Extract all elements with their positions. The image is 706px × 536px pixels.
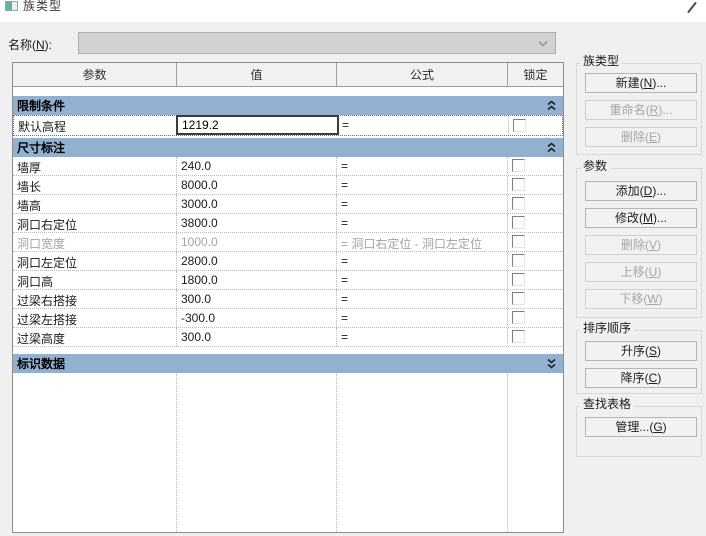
param-cell: 洞口左定位 — [13, 252, 177, 270]
lock-checkbox[interactable] — [512, 159, 525, 172]
param-cell: 过梁左搭接 — [13, 309, 177, 327]
lock-checkbox[interactable] — [512, 292, 525, 305]
param-cell: 过梁右搭接 — [13, 290, 177, 308]
lock-checkbox[interactable] — [512, 254, 525, 267]
column-header-formula: 公式 — [337, 63, 508, 86]
table-row[interactable]: 墙长 8000.0 = — [13, 176, 563, 195]
collapse-section-icon — [547, 100, 556, 111]
group-sort-order — [576, 330, 702, 394]
dialog-titlebar: 族类型 — [0, 0, 706, 22]
lock-checkbox[interactable] — [512, 330, 525, 343]
section-header-constraints[interactable]: 限制条件 — [13, 96, 563, 115]
table-empty-area — [13, 373, 563, 532]
param-cell: 过梁高度 — [13, 328, 177, 346]
param-cell: 洞口右定位 — [13, 214, 177, 232]
sort-descending-button[interactable]: 降序(C) — [585, 368, 697, 388]
table-row[interactable]: 过梁左搭接 -300.0 = — [13, 309, 563, 328]
param-cell: 洞口宽度 — [13, 233, 177, 251]
formula-cell[interactable]: = — [337, 214, 508, 232]
column-header-parameter: 参数 — [13, 63, 177, 86]
param-cell: 洞口高 — [13, 271, 177, 289]
table-row-default-elevation[interactable]: 默认高程 = 1219.2 — [13, 115, 563, 136]
table-row[interactable]: 洞口高 1800.0 = — [13, 271, 563, 290]
value-cell[interactable]: 300.0 — [177, 328, 337, 346]
value-cell[interactable]: 2800.0 — [177, 252, 337, 270]
collapse-section-icon — [547, 142, 556, 153]
value-cell[interactable]: 3000.0 — [177, 195, 337, 213]
group-parameters-label: 参数 — [580, 157, 611, 174]
formula-cell[interactable]: = — [337, 271, 508, 289]
table-row[interactable]: 洞口右定位 3800.0 = — [13, 214, 563, 233]
value-cell[interactable]: -300.0 — [177, 309, 337, 327]
value-cell[interactable]: 8000.0 — [177, 176, 337, 194]
value-input[interactable]: 1219.2 — [176, 115, 339, 135]
formula-cell[interactable]: = — [337, 309, 508, 327]
rename-type-button: 重命名(R)... — [585, 100, 697, 120]
lock-checkbox[interactable] — [512, 273, 525, 286]
table-row[interactable]: 过梁高度 300.0 = — [13, 328, 563, 347]
table-row-formula-driven[interactable]: 洞口宽度 1000.0 = 洞口右定位 - 洞口左定位 — [13, 233, 563, 252]
section-header-dimensions[interactable]: 尺寸标注 — [13, 138, 563, 157]
section-header-identity-data[interactable]: 标识数据 — [13, 354, 563, 373]
column-divider — [176, 373, 177, 532]
formula-cell[interactable]: = — [338, 116, 509, 135]
value-cell: 1000.0 — [177, 233, 337, 251]
value-cell[interactable]: 300.0 — [177, 290, 337, 308]
name-combobox[interactable] — [78, 32, 556, 54]
lock-checkbox[interactable] — [512, 311, 525, 324]
param-cell: 墙厚 — [13, 157, 177, 175]
dialog-icon — [5, 1, 18, 11]
table-row[interactable]: 洞口左定位 2800.0 = — [13, 252, 563, 271]
add-parameter-button[interactable]: 添加(D)... — [585, 181, 697, 201]
lock-checkbox[interactable] — [512, 216, 525, 229]
formula-cell[interactable]: = — [337, 195, 508, 213]
chevron-down-icon — [538, 40, 548, 47]
modify-parameter-button[interactable]: 修改(M)... — [585, 208, 697, 228]
table-spacer — [13, 347, 563, 354]
column-divider — [507, 373, 508, 532]
column-header-lock: 锁定 — [523, 68, 548, 82]
group-family-type — [576, 63, 702, 155]
param-cell: 墙高 — [13, 195, 177, 213]
table-row[interactable]: 过梁右搭接 300.0 = — [13, 290, 563, 309]
group-lookup-tables-label: 查找表格 — [580, 395, 635, 412]
new-type-button[interactable]: 新建(N)... — [585, 73, 697, 93]
move-down-button: 下移(W) — [585, 289, 697, 309]
lock-checkbox[interactable] — [512, 197, 525, 210]
param-cell: 墙长 — [13, 176, 177, 194]
value-cell[interactable]: 1800.0 — [177, 271, 337, 289]
table-header: 参数 值 公式 锁定 — [13, 63, 563, 87]
value-cell[interactable]: 3800.0 — [177, 214, 337, 232]
formula-cell[interactable]: = — [337, 252, 508, 270]
group-family-type-label: 族类型 — [580, 52, 623, 69]
name-label: 名称(N): — [8, 38, 53, 52]
formula-cell[interactable]: = 洞口右定位 - 洞口左定位 — [337, 233, 508, 251]
manage-lookup-button[interactable]: 管理...(G) — [585, 417, 697, 437]
group-lookup-tables — [576, 406, 702, 457]
formula-cell[interactable]: = — [337, 290, 508, 308]
group-sort-order-label: 排序顺序 — [580, 319, 635, 336]
formula-cell[interactable]: = — [337, 157, 508, 175]
parameters-table: 参数 值 公式 锁定 限制条件 默认高程 = 1219.2 尺寸标注 — [12, 62, 564, 533]
move-up-button: 上移(U) — [585, 262, 697, 282]
formula-cell[interactable]: = — [337, 328, 508, 346]
column-divider — [336, 373, 337, 532]
formula-cell[interactable]: = — [337, 176, 508, 194]
sort-ascending-button[interactable]: 升序(S) — [585, 341, 697, 361]
table-spacer — [13, 87, 563, 96]
lock-checkbox[interactable] — [512, 178, 525, 191]
remove-parameter-button: 删除(V) — [585, 235, 697, 255]
delete-type-button: 删除(E) — [585, 127, 697, 147]
expand-section-icon — [547, 358, 556, 369]
value-cell[interactable]: 240.0 — [177, 157, 337, 175]
dialog-title: 族类型 — [23, 0, 63, 13]
lock-checkbox[interactable] — [512, 235, 525, 248]
param-cell: 默认高程 — [14, 116, 178, 135]
group-parameters — [576, 168, 702, 318]
table-row[interactable]: 墙高 3000.0 = — [13, 195, 563, 214]
column-header-value: 值 — [177, 63, 337, 86]
table-row[interactable]: 墙厚 240.0 = — [13, 157, 563, 176]
lock-checkbox[interactable] — [513, 119, 526, 132]
